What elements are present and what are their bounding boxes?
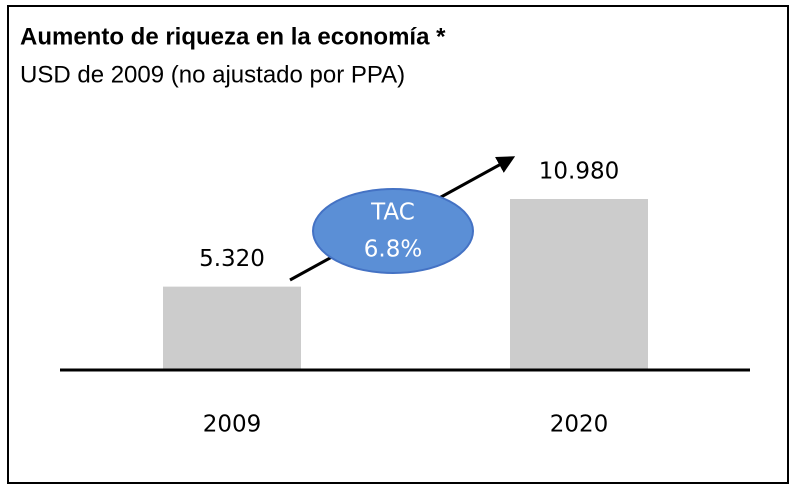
x-tick-label: 2020: [550, 412, 609, 438]
annotation-text: 6.8%: [364, 237, 422, 263]
bar: [163, 286, 301, 369]
annotation-ellipse: [312, 188, 474, 274]
chart-subtitle: USD de 2009 (no ajustado por PPA): [20, 61, 405, 88]
chart-title: Aumento de riqueza en la economía *: [20, 23, 446, 50]
annotation-text: TAC: [370, 200, 415, 226]
x-tick-label: 2009: [203, 412, 262, 438]
bar: [510, 199, 648, 369]
value-label: 10.980: [539, 159, 619, 185]
value-label: 5.320: [199, 246, 265, 272]
